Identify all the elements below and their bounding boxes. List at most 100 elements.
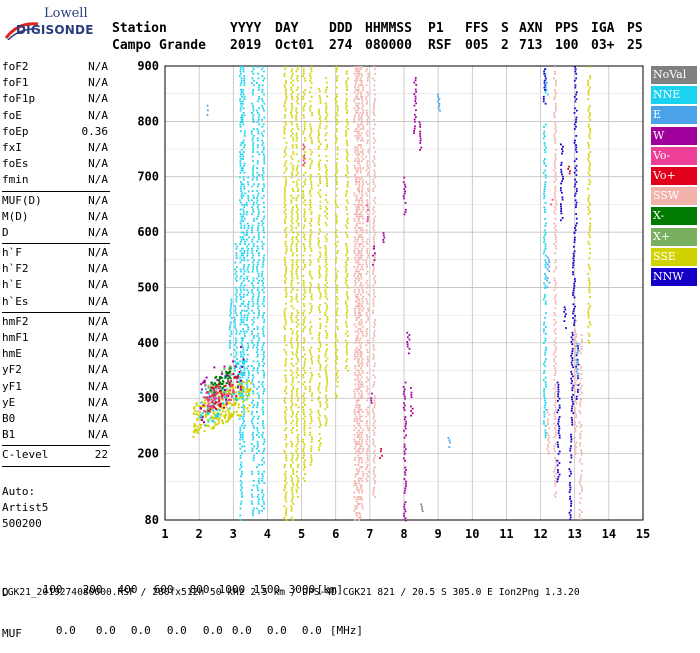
echo-point-ssw xyxy=(578,513,581,516)
echo-point-sse xyxy=(291,330,294,333)
echo-point-nne xyxy=(247,291,250,294)
echo-point-w xyxy=(419,126,422,128)
echo-point-nne xyxy=(262,401,265,404)
echo-point-ssw xyxy=(357,263,360,266)
echo-point-ssw xyxy=(553,404,556,406)
echo-point-nne xyxy=(250,227,253,229)
echo-point-sse xyxy=(334,213,337,215)
echo-point-sse xyxy=(588,178,591,181)
echo-point-nnw xyxy=(572,303,575,306)
echo-point-nne xyxy=(543,132,545,135)
echo-point-nne xyxy=(251,250,254,252)
echo-point-nne xyxy=(229,346,231,349)
echo-point-sse xyxy=(587,98,590,100)
echo-point-ssw xyxy=(359,164,362,167)
echo-point-ssw xyxy=(362,245,365,248)
echo-point-nne xyxy=(545,385,547,388)
echo-point-sse xyxy=(290,215,293,218)
echo-point-nne xyxy=(544,245,547,248)
echo-point-sse xyxy=(291,445,293,448)
echo-cluster-sse xyxy=(219,414,222,417)
echo-point-ssw xyxy=(366,206,369,209)
echo-point-sse xyxy=(303,399,306,402)
echo-point-nne xyxy=(262,178,265,181)
echo-point-nnw xyxy=(563,320,566,322)
echo-point-ssw xyxy=(357,236,360,238)
echo-cluster-vo xyxy=(218,397,221,400)
echo-point-ssw xyxy=(575,446,577,448)
echo-point-nne xyxy=(241,496,243,498)
echo-point-nne xyxy=(235,330,238,333)
echo-point-sse xyxy=(346,112,348,114)
echo-cluster-sse xyxy=(249,388,252,391)
echo-point-nne xyxy=(261,284,264,287)
echo-point-sse xyxy=(319,327,321,330)
echo-point-nne xyxy=(261,240,263,243)
echo-point-sse xyxy=(346,250,349,252)
echo-point-nne xyxy=(262,344,265,347)
echo-point-nne xyxy=(246,231,248,234)
echo-point-ssw xyxy=(356,369,359,372)
echo-point-nne xyxy=(235,362,238,365)
echo-cluster-w xyxy=(216,378,219,381)
echo-point-nne xyxy=(256,190,259,192)
echo-point-sse xyxy=(285,270,287,273)
echo-point-nne xyxy=(252,376,255,379)
echo-point-nne xyxy=(251,342,254,344)
echo-point-nne xyxy=(261,174,264,176)
echo-point-sse xyxy=(311,355,313,358)
echo-point-sse xyxy=(324,134,327,137)
echo-point-sse xyxy=(284,369,287,372)
echo-point-nne xyxy=(241,339,244,342)
echo-point-ssw xyxy=(355,259,358,261)
echo-point-nnw xyxy=(556,459,559,462)
echo-point-ssw xyxy=(554,459,557,462)
echo-point-nne xyxy=(256,171,259,174)
echo-point-sse xyxy=(309,132,312,135)
echo-point-ssw xyxy=(574,407,577,409)
echo-point-sse xyxy=(290,284,293,287)
echo-cluster-nne xyxy=(222,402,225,405)
echo-point-ssw xyxy=(356,443,359,445)
echo-point-nnw xyxy=(570,416,573,419)
echo-point-sse xyxy=(310,436,313,439)
echo-point-ssw xyxy=(361,298,364,301)
echo-point-nne xyxy=(256,261,259,264)
echo-point-ssw xyxy=(372,190,375,192)
echo-point-vo xyxy=(551,198,554,201)
echo-point-nne xyxy=(258,312,260,314)
echo-point-sse xyxy=(303,431,306,434)
echo-point-sse xyxy=(345,139,348,142)
echo-point-sse xyxy=(309,422,312,425)
echo-point-sse xyxy=(302,98,305,100)
echo-point-nne xyxy=(243,77,246,80)
echo-point-sse xyxy=(319,256,321,258)
echo-point-nne xyxy=(257,144,259,146)
echo-point-nne xyxy=(239,123,241,126)
echo-point-nne xyxy=(251,270,254,273)
echo-point-w xyxy=(402,181,405,184)
echo-point-ssw xyxy=(360,293,362,296)
echo-point-w xyxy=(404,459,406,462)
echo-point-sse xyxy=(317,136,320,139)
echo-point-w xyxy=(410,405,412,408)
echo-point-nnw xyxy=(575,169,578,172)
echo-point-nnw xyxy=(571,334,574,336)
echo-point-ssw xyxy=(355,197,358,199)
muf-value: [MHz] xyxy=(329,623,363,637)
echo-point-sse xyxy=(588,132,591,135)
echo-cluster-sse xyxy=(243,411,246,414)
echo-point-nne xyxy=(262,153,265,156)
echo-point-ssw xyxy=(361,190,363,192)
echo-point-sse xyxy=(302,440,304,443)
echo-point-nne xyxy=(246,395,249,397)
echo-point-sse xyxy=(346,293,348,296)
echo-point-sse xyxy=(304,316,306,319)
echo-point-ssw xyxy=(356,130,358,133)
echo-point-sse xyxy=(319,159,322,162)
echo-point-nne xyxy=(542,379,545,381)
param-row-he: h`E N/A xyxy=(2,278,112,294)
echo-point-sse xyxy=(284,91,287,94)
echo-point-sse xyxy=(296,289,299,291)
echo-point-nne xyxy=(261,266,264,268)
